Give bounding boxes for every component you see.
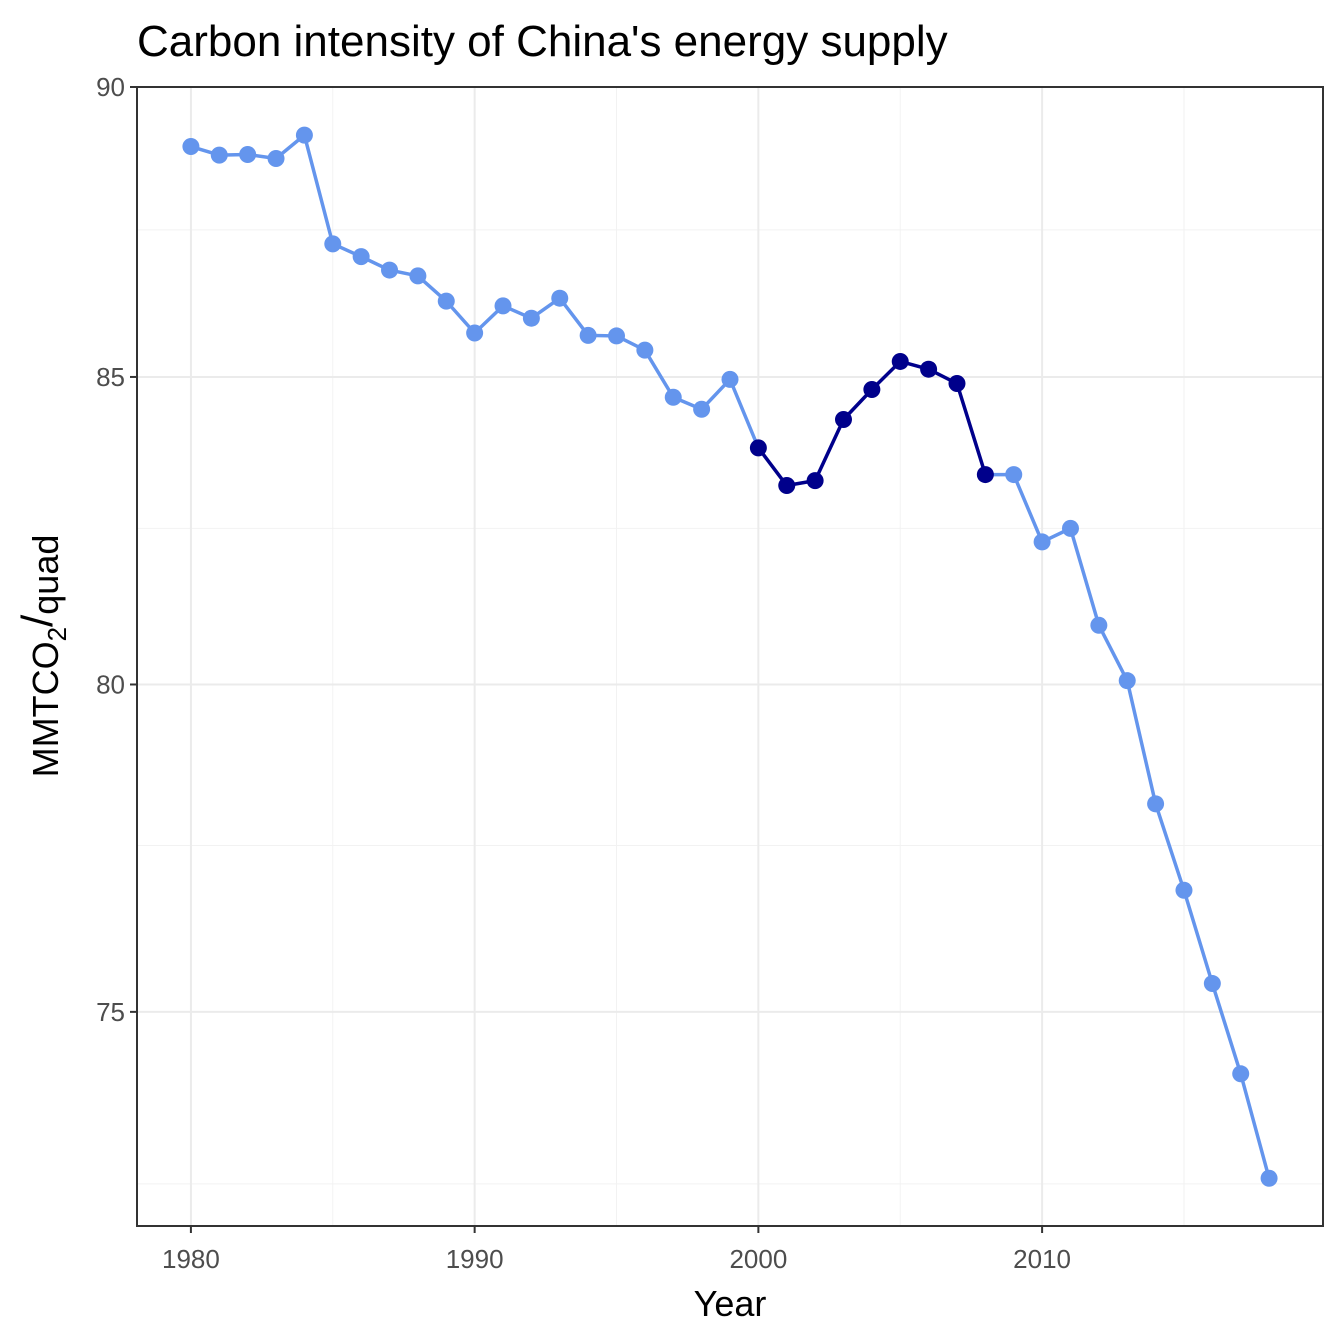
line-segment bbox=[302, 133, 335, 246]
data-point-1981 bbox=[210, 146, 228, 164]
data-point-2014 bbox=[1147, 795, 1165, 813]
data-point-2009 bbox=[1005, 466, 1023, 484]
data-point-1989 bbox=[437, 292, 455, 310]
line-segment bbox=[955, 381, 988, 477]
data-point-2015 bbox=[1175, 881, 1193, 899]
line-segment bbox=[1153, 802, 1186, 892]
data-point-2013 bbox=[1118, 672, 1136, 690]
x-tick-label: 2000 bbox=[729, 1244, 787, 1274]
line-segment bbox=[1238, 1072, 1271, 1180]
data-point-2006 bbox=[920, 360, 938, 378]
data-point-1987 bbox=[381, 261, 399, 279]
chart-title: Carbon intensity of China's energy suppl… bbox=[137, 17, 948, 66]
line-segment bbox=[1068, 526, 1101, 627]
data-point-2004 bbox=[863, 380, 881, 398]
data-point-1992 bbox=[522, 309, 540, 327]
line-segment bbox=[1097, 623, 1129, 683]
line-segment bbox=[1125, 678, 1158, 806]
x-tick-label: 1990 bbox=[446, 1244, 504, 1274]
data-point-1982 bbox=[239, 146, 257, 164]
y-axis-title: MMTCO2/quad bbox=[13, 535, 72, 778]
data-point-1984 bbox=[295, 126, 313, 144]
data-point-2012 bbox=[1090, 616, 1108, 634]
line-segment bbox=[1210, 981, 1243, 1076]
data-point-1983 bbox=[267, 150, 285, 168]
data-point-2003 bbox=[834, 411, 852, 429]
data-point-1990 bbox=[466, 324, 484, 342]
data-point-2017 bbox=[1232, 1065, 1250, 1083]
data-point-2002 bbox=[806, 472, 824, 490]
data-point-1996 bbox=[636, 341, 654, 359]
y-tick-label: 90 bbox=[96, 72, 125, 102]
data-point-2000 bbox=[749, 439, 767, 457]
x-axis: 1980 1990 2000 2010 bbox=[162, 1226, 1071, 1274]
line-segment bbox=[1182, 888, 1215, 986]
data-point-1986 bbox=[352, 248, 370, 266]
data-point-1991 bbox=[494, 297, 512, 315]
data-point-2005 bbox=[891, 352, 909, 370]
series bbox=[182, 126, 1278, 1187]
y-tick-label: 85 bbox=[96, 362, 125, 392]
y-axis: 75 80 85 90 bbox=[96, 72, 137, 1027]
data-point-2008 bbox=[976, 466, 994, 484]
data-point-1988 bbox=[409, 267, 427, 285]
data-point-2010 bbox=[1033, 533, 1051, 551]
grid bbox=[137, 86, 1323, 1226]
y-tick-label: 75 bbox=[96, 997, 125, 1027]
data-point-2018 bbox=[1260, 1169, 1278, 1187]
line-segment bbox=[1011, 472, 1044, 544]
data-point-2016 bbox=[1203, 975, 1221, 993]
y-tick-label: 80 bbox=[96, 669, 125, 699]
plot-panel-border bbox=[136, 86, 1324, 1227]
data-point-1985 bbox=[324, 235, 342, 253]
x-tick-label: 1980 bbox=[162, 1244, 220, 1274]
data-point-1998 bbox=[693, 400, 711, 418]
x-tick-label: 2010 bbox=[1013, 1244, 1071, 1274]
x-axis-title: Year bbox=[694, 1283, 767, 1324]
data-point-2007 bbox=[948, 375, 966, 393]
plot-background bbox=[137, 87, 1323, 1226]
data-point-1995 bbox=[608, 327, 626, 345]
data-point-1997 bbox=[664, 388, 682, 406]
data-point-1994 bbox=[579, 326, 597, 344]
data-point-2011 bbox=[1061, 519, 1079, 537]
data-point-1993 bbox=[551, 289, 569, 307]
line-segment bbox=[728, 377, 761, 450]
data-point-1980 bbox=[182, 138, 200, 156]
data-point-1999 bbox=[721, 370, 739, 388]
data-point-2001 bbox=[778, 477, 796, 495]
line-segment bbox=[643, 348, 676, 400]
line-segment bbox=[813, 417, 846, 483]
